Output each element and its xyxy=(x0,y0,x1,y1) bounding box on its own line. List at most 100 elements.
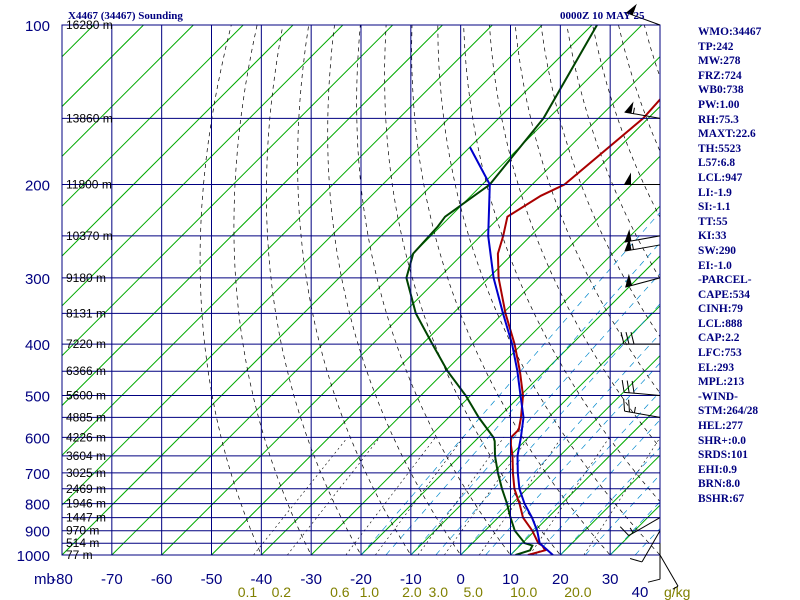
wind-barb-flag xyxy=(623,398,626,412)
stat-line: TP:242 xyxy=(698,40,734,53)
wind-barb-pennant xyxy=(624,229,632,243)
wind-barb-half-flag xyxy=(672,585,679,590)
mixing-ratio-label: 20.0 xyxy=(564,584,591,600)
mixing-ratio-label: 1.0 xyxy=(360,584,380,600)
pressure-unit-label: mb xyxy=(34,571,55,588)
wind-barb xyxy=(624,391,661,396)
dry-adiabat xyxy=(489,25,660,449)
stat-line: LCL:947 xyxy=(698,171,743,184)
isotherm-line xyxy=(559,454,660,555)
wind-barb-pennant xyxy=(626,3,637,16)
isotherm-line xyxy=(62,25,244,207)
height-label: 13860 m xyxy=(66,111,113,125)
pressure-tick-label: 200 xyxy=(25,178,50,195)
wind-barb-half-flag xyxy=(633,406,636,413)
wind-barb-pennant xyxy=(624,238,632,252)
wind-barb-pennant xyxy=(625,273,632,288)
stats-panel: WMO:34467 TP:242 MW:278 FRZ:724 WB0:738 PW:1.… xyxy=(698,25,798,507)
stat-line: EL:293 xyxy=(698,361,735,374)
stat-line: PW:1.00 xyxy=(698,98,740,111)
mixing-ratio-line xyxy=(529,437,610,555)
mixing-ratio-line xyxy=(444,437,529,555)
pressure-tick-label: 400 xyxy=(25,337,50,354)
temperature-tick-label: -10 xyxy=(400,571,422,588)
stat-line: CAP:2.2 xyxy=(698,332,740,345)
height-label: 5600 m xyxy=(66,388,106,402)
wind-barb xyxy=(659,554,679,587)
sounding-time: 0000Z 10 MAY 25 xyxy=(560,10,645,22)
temperature-tick-label: 10 xyxy=(502,571,519,588)
height-label: 4226 m xyxy=(66,430,106,444)
moist-adiabat xyxy=(585,474,660,555)
isotherm-line xyxy=(62,25,543,506)
height-label: 16280 m xyxy=(66,18,113,32)
temperature-tick-label: -60 xyxy=(151,571,173,588)
wind-barb xyxy=(628,517,661,537)
wind-barb-half-flag xyxy=(631,243,634,250)
height-label: 1447 m xyxy=(66,511,106,525)
mixing-ratio-line xyxy=(583,437,660,555)
mixing-ratio-label: 0.2 xyxy=(272,584,292,600)
isotherm-line xyxy=(111,25,643,555)
isotherm-line xyxy=(310,205,660,555)
stat-line: MAXT:22.6 xyxy=(698,128,756,141)
mixing-ratio-line xyxy=(287,437,380,555)
stat-line: LI:-1.9 xyxy=(698,186,732,199)
stat-line: LFC:753 xyxy=(698,347,742,360)
isotherm-line xyxy=(62,25,294,257)
station-title: X4467 (34467) Sounding xyxy=(68,10,183,22)
dry-adiabat xyxy=(566,25,660,280)
dry-adiabat xyxy=(266,25,362,555)
stat-line: HEL:277 xyxy=(698,420,743,433)
mixing-ratio-label: 0.1 xyxy=(238,584,258,600)
stat-line: MPL:213 xyxy=(698,376,745,389)
height-label: 7220 m xyxy=(66,337,106,351)
mixing-ratio-line xyxy=(478,437,562,555)
dry-adiabat xyxy=(411,25,611,555)
wind-barb xyxy=(624,235,661,243)
stat-line: -PARCEL- xyxy=(698,274,752,287)
dry-adiabat xyxy=(384,25,561,555)
wind-barb-pennant xyxy=(624,172,631,185)
dry-adiabat xyxy=(514,25,660,394)
height-label: 2469 m xyxy=(66,482,106,496)
isotherm-line xyxy=(62,25,593,555)
mixing-ratio-label: 5.0 xyxy=(463,584,483,600)
height-label: 11800 m xyxy=(66,178,112,192)
moist-adiabat xyxy=(609,501,660,555)
isotherm-line xyxy=(260,155,660,555)
mixing-ratio-label: 0.6 xyxy=(330,584,350,600)
isotherm-line xyxy=(510,404,660,555)
stat-line: RH:75.3 xyxy=(698,113,739,126)
parcel-profile xyxy=(469,146,554,555)
stat-line: STM:264/28 xyxy=(698,405,759,418)
height-label: 77 m xyxy=(66,548,93,562)
temperature-tick-label: -80 xyxy=(51,571,73,588)
height-label: 3604 m xyxy=(66,449,106,463)
stat-line: BSHR:67 xyxy=(698,493,745,505)
mixing-ratio-label: 3.0 xyxy=(429,584,449,600)
mixing-ratio-label: 2.0 xyxy=(402,584,422,600)
stat-line: FRZ:724 xyxy=(698,69,742,82)
height-label: 10370 m xyxy=(66,229,113,243)
wind-barb-half-flag xyxy=(632,107,635,114)
height-label: 9180 m xyxy=(66,271,106,285)
wind-barb xyxy=(624,410,661,418)
stat-line: EHI:0.9 xyxy=(698,463,737,476)
pressure-tick-label: 500 xyxy=(25,388,50,405)
mixing-ratio-line xyxy=(345,437,436,555)
dry-adiabat xyxy=(297,25,412,555)
pressure-tick-label: 900 xyxy=(25,524,50,541)
stat-line: MW:278 xyxy=(698,55,741,68)
wind-barb-flag xyxy=(625,331,630,345)
isotherm-line xyxy=(211,105,660,555)
wind-barb-flag xyxy=(628,399,630,413)
plot-area xyxy=(62,25,660,555)
temperature-tick-label: -30 xyxy=(300,571,322,588)
wind-barb-pennant xyxy=(624,101,634,114)
isotherm-line xyxy=(460,354,660,555)
temperature-tick-label: -40 xyxy=(250,571,272,588)
temperature-tick-label: 0 xyxy=(456,571,464,588)
height-label: 1946 m xyxy=(66,497,106,511)
